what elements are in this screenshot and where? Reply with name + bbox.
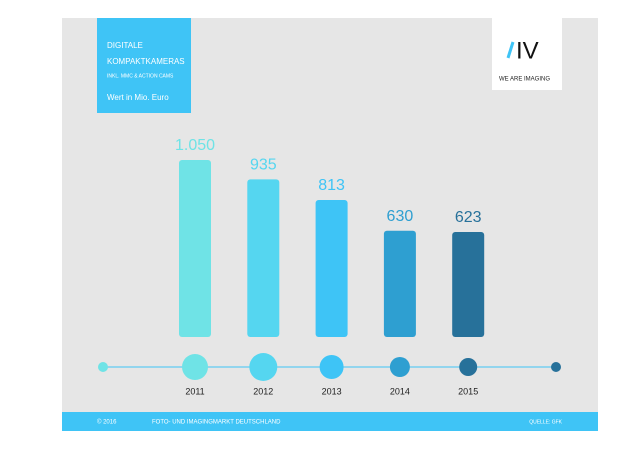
timeline-dot — [389, 357, 410, 377]
note: INKL. MMC & ACTION CAMS — [107, 73, 174, 79]
title-box — [97, 18, 191, 113]
timeline-end — [551, 362, 561, 372]
x-tick-label: 2012 — [253, 386, 273, 396]
timeline-dot — [319, 355, 344, 379]
logo-slash — [506, 41, 515, 59]
logo-box — [492, 18, 562, 90]
unit-label: Wert in Mio. Euro — [107, 93, 169, 102]
bar — [179, 160, 211, 337]
timeline-dot — [459, 358, 478, 376]
footer-center: FOTO- UND IMAGINGMARKT DEUTSCHLAND — [152, 420, 281, 426]
value-label: 1.050 — [175, 137, 215, 154]
logo-tagline: WE ARE IMAGING — [499, 77, 550, 83]
value-label: 623 — [455, 209, 482, 226]
footer-left: © 2016 — [97, 419, 117, 426]
timeline-dot — [182, 354, 208, 380]
footer-right: QUELLE: GFK — [529, 419, 562, 425]
bar — [247, 179, 280, 337]
bar — [383, 230, 416, 337]
bar — [452, 231, 485, 337]
value-label: 813 — [318, 177, 345, 194]
x-tick-label: 2013 — [322, 386, 342, 396]
chart-subtitle: KOMPAKTKAMERAS — [107, 57, 185, 66]
x-tick-label: 2014 — [390, 386, 410, 396]
x-tick-label: 2011 — [185, 386, 204, 396]
x-tick-label: 2015 — [458, 386, 478, 396]
value-label: 935 — [250, 157, 277, 174]
timeline-dot — [249, 353, 278, 381]
footer-bar — [62, 412, 598, 431]
logo-text: IV — [516, 37, 539, 64]
value-label: 630 — [387, 208, 414, 225]
chart-title: DIGITALE — [107, 41, 143, 50]
bar — [315, 199, 348, 337]
timeline-start — [98, 362, 108, 372]
